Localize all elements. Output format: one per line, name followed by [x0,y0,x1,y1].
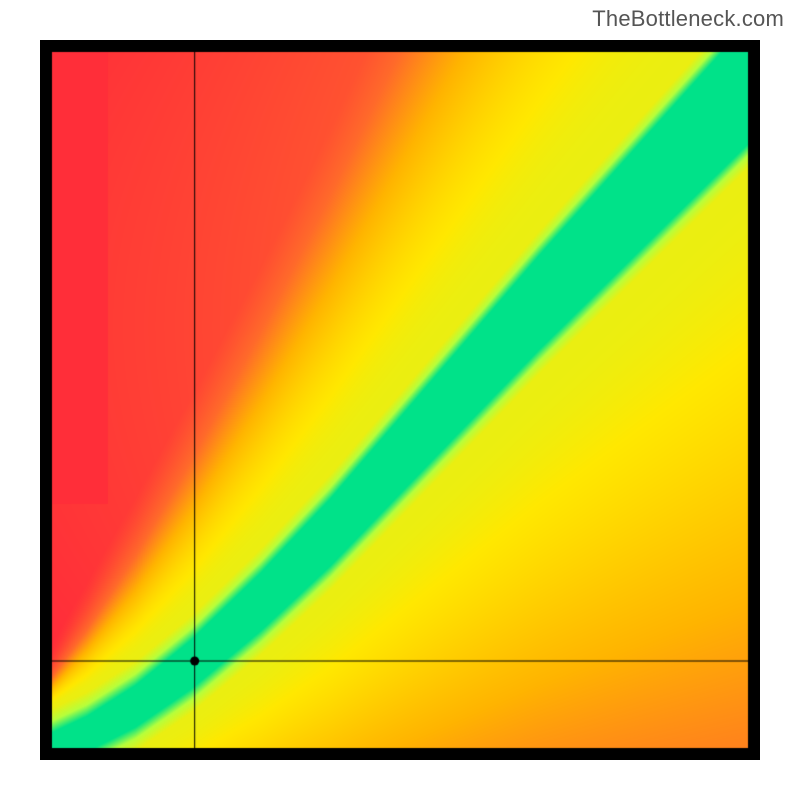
heatmap-plot [40,40,760,760]
attribution-label: TheBottleneck.com [592,6,784,32]
heatmap-canvas [40,40,760,760]
